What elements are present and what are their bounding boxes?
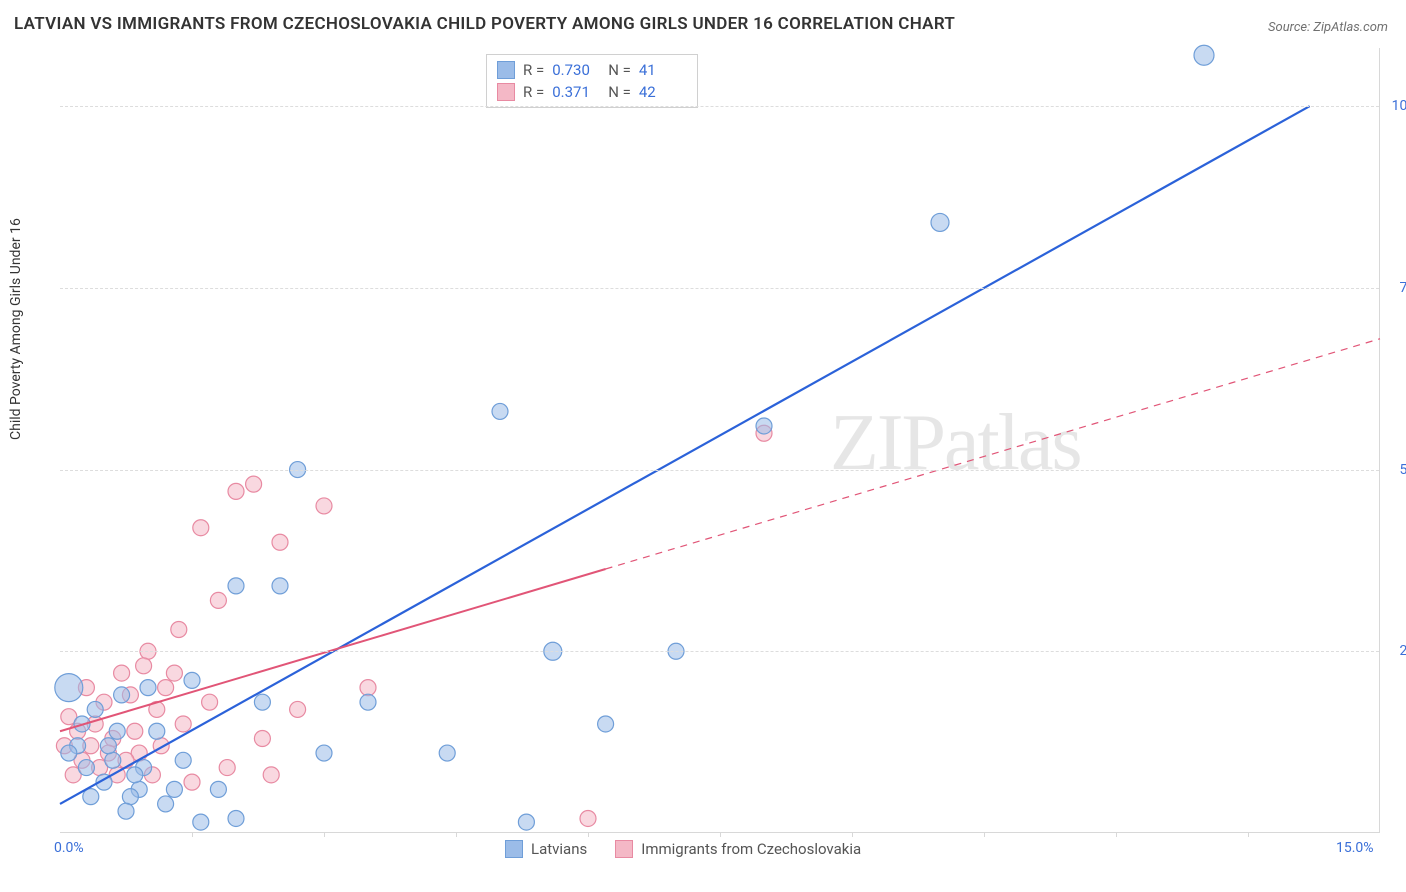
data-point — [228, 810, 244, 826]
x-tick-label: 0.0% — [54, 840, 84, 856]
swatch-series2 — [615, 840, 633, 858]
data-point — [149, 723, 165, 739]
data-point — [78, 760, 94, 776]
r-label: R = — [523, 61, 544, 79]
data-point — [171, 621, 187, 637]
data-point — [290, 701, 306, 717]
data-point — [114, 665, 130, 681]
data-point — [127, 767, 143, 783]
data-point — [316, 745, 332, 761]
data-point — [114, 687, 130, 703]
data-point — [87, 701, 103, 717]
n-value-series2: 42 — [639, 83, 687, 101]
data-point — [492, 403, 508, 419]
data-point — [254, 694, 270, 710]
data-point — [100, 738, 116, 754]
data-point — [272, 578, 288, 594]
data-point — [61, 745, 77, 761]
stats-legend: R = 0.730 N = 41 R = 0.371 N = 42 — [486, 54, 698, 108]
gridline — [60, 470, 1379, 471]
r-value-series2: 0.371 — [552, 83, 600, 101]
data-point — [184, 774, 200, 790]
data-point — [228, 578, 244, 594]
data-point — [1194, 45, 1214, 65]
data-point — [580, 810, 596, 826]
x-minor-tick — [1116, 832, 1117, 837]
n-label: N = — [608, 83, 631, 101]
y-tick-label: 50.0% — [1399, 462, 1406, 478]
data-point — [166, 665, 182, 681]
swatch-series2 — [497, 83, 515, 101]
trend-line — [60, 106, 1310, 804]
x-minor-tick — [456, 832, 457, 837]
data-point — [202, 694, 218, 710]
data-point — [109, 723, 125, 739]
data-point — [272, 534, 288, 550]
data-point — [55, 674, 83, 702]
y-tick-label: 25.0% — [1399, 643, 1406, 659]
x-minor-tick — [852, 832, 853, 837]
data-point — [360, 680, 376, 696]
data-point — [931, 213, 949, 231]
trend-line-extrapolated — [606, 339, 1380, 569]
data-point — [158, 680, 174, 696]
data-point — [518, 814, 534, 830]
data-point — [246, 476, 262, 492]
data-point — [360, 694, 376, 710]
chart-svg — [60, 48, 1379, 832]
data-point — [105, 752, 121, 768]
x-minor-tick — [984, 832, 985, 837]
data-point — [166, 781, 182, 797]
legend-label-series2: Immigrants from Czechoslovakia — [641, 840, 861, 858]
data-point — [756, 418, 772, 434]
legend-label-series1: Latvians — [531, 840, 587, 858]
data-point — [228, 483, 244, 499]
n-value-series1: 41 — [639, 61, 687, 79]
x-minor-tick — [720, 832, 721, 837]
data-point — [316, 498, 332, 514]
data-point — [175, 716, 191, 732]
gridline — [60, 106, 1379, 107]
data-point — [193, 814, 209, 830]
data-point — [598, 716, 614, 732]
plot-area: ZIPatlas R = 0.730 N = 41 R = 0.371 N = … — [60, 48, 1380, 833]
data-point — [439, 745, 455, 761]
data-point — [122, 789, 138, 805]
source-attribution: Source: ZipAtlas.com — [1268, 20, 1388, 35]
data-point — [127, 723, 143, 739]
stats-row-series2: R = 0.371 N = 42 — [497, 81, 687, 103]
x-minor-tick — [588, 832, 589, 837]
swatch-series1 — [497, 61, 515, 79]
stats-row-series1: R = 0.730 N = 41 — [497, 59, 687, 81]
n-label: N = — [608, 61, 631, 79]
data-point — [184, 672, 200, 688]
y-tick-label: 100.0% — [1392, 98, 1406, 114]
x-minor-tick — [192, 832, 193, 837]
data-point — [136, 658, 152, 674]
r-label: R = — [523, 83, 544, 101]
y-axis-label: Child Poverty Among Girls Under 16 — [8, 218, 24, 440]
legend-item-series2: Immigrants from Czechoslovakia — [615, 840, 861, 858]
data-point — [210, 781, 226, 797]
legend-item-series1: Latvians — [505, 840, 587, 858]
gridline — [60, 651, 1379, 652]
swatch-series1 — [505, 840, 523, 858]
bottom-legend: Latvians Immigrants from Czechoslovakia — [505, 840, 861, 858]
data-point — [158, 796, 174, 812]
data-point — [219, 760, 235, 776]
gridline — [60, 288, 1379, 289]
data-point — [263, 767, 279, 783]
x-minor-tick — [1248, 832, 1249, 837]
r-value-series1: 0.730 — [552, 61, 600, 79]
data-point — [193, 520, 209, 536]
data-point — [175, 752, 191, 768]
data-point — [254, 731, 270, 747]
x-tick-label: 15.0% — [1336, 840, 1374, 856]
chart-title: LATVIAN VS IMMIGRANTS FROM CZECHOSLOVAKI… — [14, 14, 955, 34]
data-point — [210, 592, 226, 608]
y-tick-label: 75.0% — [1399, 280, 1406, 296]
data-point — [140, 680, 156, 696]
data-point — [118, 803, 134, 819]
x-minor-tick — [324, 832, 325, 837]
